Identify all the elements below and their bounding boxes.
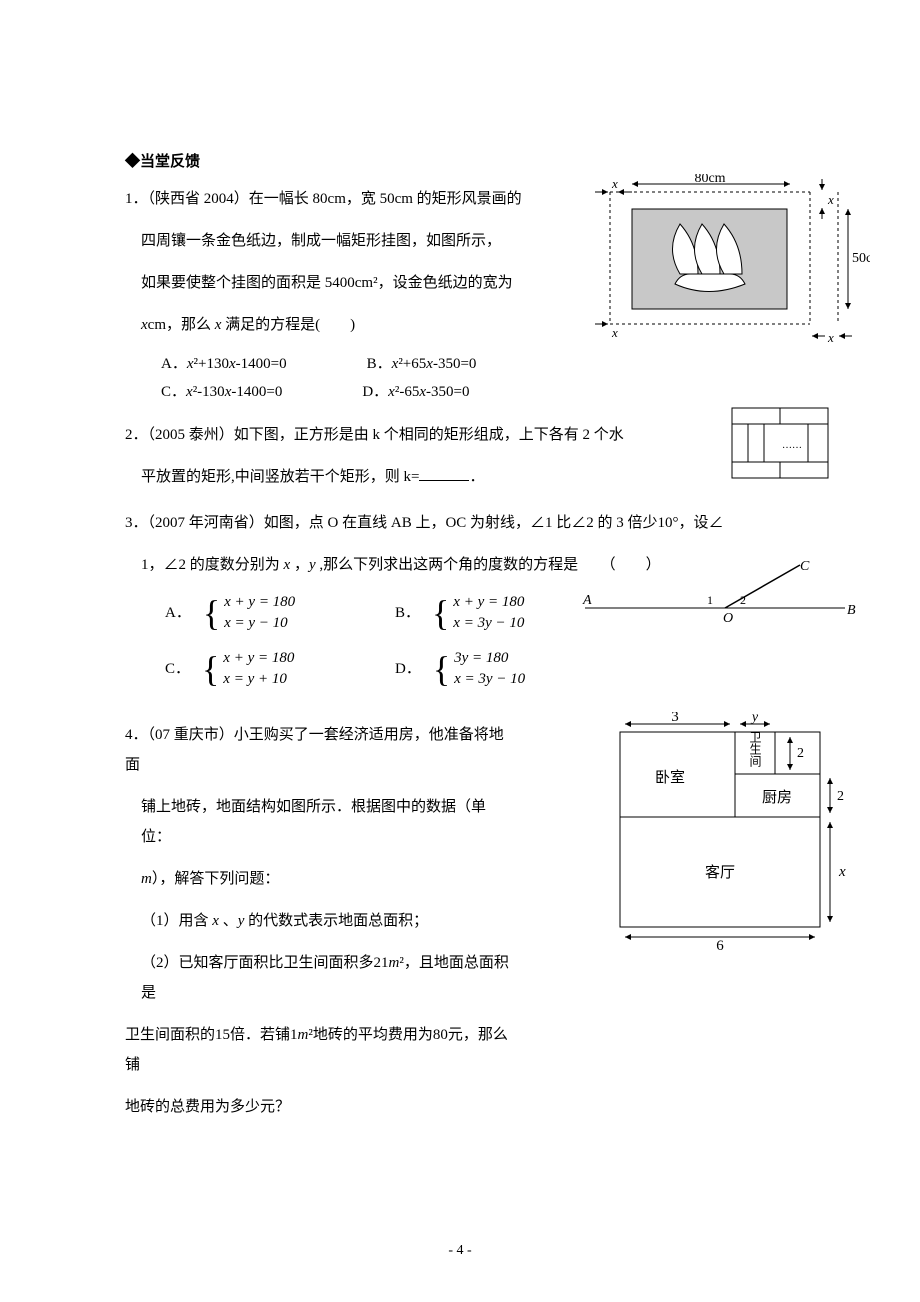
q2-source: （2005 泰州） <box>148 427 234 443</box>
q4-sub2-l3: 地砖的总费用为多少元？ <box>125 1092 515 1122</box>
q4-sub2-l1-pre: （2）已知客厅面积比卫生间面积多21 <box>141 955 389 971</box>
question-1: 80cm x x x 50cm x 1．（陕西省 2004）在一幅长 8 <box>125 184 830 404</box>
svg-text:厨房: 厨房 <box>762 789 792 806</box>
q1-optB: B．x²+65x-350=0 <box>367 352 477 376</box>
svg-text:2: 2 <box>740 593 746 607</box>
svg-text:……: …… <box>782 440 802 451</box>
q3-optA: A． {x + y = 180x = y − 10 <box>165 592 395 634</box>
svg-text:2: 2 <box>797 746 804 761</box>
svg-text:6: 6 <box>716 938 724 952</box>
svg-text:3: 3 <box>671 712 679 725</box>
q3-optD: D． {3y = 180x = 3y − 10 <box>395 648 625 690</box>
q2-blank[interactable] <box>419 480 469 481</box>
svg-text:O: O <box>723 611 733 626</box>
q4-num: 4． <box>125 727 148 743</box>
q3-figure: A B C O 1 2 <box>575 560 865 620</box>
q2-figure: …… <box>730 406 830 480</box>
q2-text1: 如下图，正方形是由 k 个相同的矩形组成，上下各有 2 个水 <box>234 427 624 443</box>
svg-text:C: C <box>800 560 810 574</box>
q2-text2: 平放置的矩形,中间竖放若干个矩形，则 k= <box>141 469 419 485</box>
q2-num: 2． <box>125 427 148 443</box>
q4-source: （07 重庆市） <box>148 727 234 743</box>
q1-figure: 80cm x x x 50cm x <box>590 174 870 354</box>
q3-text1: 如图，点 O 在直线 AB 上，OC 为射线，∠1 比∠2 的 3 倍少10°，… <box>264 515 724 531</box>
svg-text:x: x <box>838 864 846 880</box>
q4-text2: 铺上地砖，地面结构如图所示．根据图中的数据（单位： <box>141 792 515 852</box>
q1-optD: D．x²-65x-350=0 <box>362 380 469 404</box>
section-header: ◆当堂反馈 <box>125 150 830 174</box>
svg-text:客厅: 客厅 <box>705 864 735 881</box>
q1-text1: 在一幅长 80cm，宽 50cm 的矩形风景画的 <box>249 191 522 207</box>
q1-text4-post: 满足的方程是( ) <box>221 317 355 333</box>
q1-source: （陕西省 2004） <box>148 191 249 207</box>
question-2: …… 2．（2005 泰州）如下图，正方形是由 k 个相同的矩形组成，上下各有 … <box>125 420 830 492</box>
q1-optA: A．x²+130x-1400=0 <box>161 352 287 376</box>
q1-text4-pre: cm，那么 <box>148 317 215 333</box>
q1-num: 1． <box>125 191 148 207</box>
q1-text3: 如果要使整个挂图的面积是 5400cm²，设金色纸边的宽为 <box>141 275 513 291</box>
q1-fig-width: 80cm <box>694 174 725 186</box>
svg-text:x: x <box>827 192 834 207</box>
svg-text:2: 2 <box>837 789 844 804</box>
q4-sub2-l2-pre: 卫生间面积的15倍．若铺1 <box>125 1027 298 1043</box>
q4-text3: ），解答下列问题： <box>152 871 280 887</box>
q3-num: 3． <box>125 515 148 531</box>
svg-text:y: y <box>750 712 759 725</box>
q4-sub1-post: 的代数式表示地面总面积； <box>248 913 428 929</box>
q4-sub1-pre: （1）用含 <box>141 913 209 929</box>
q3-text2-pre: 1，∠2 的度数分别为 <box>141 557 280 573</box>
svg-text:B: B <box>847 603 856 618</box>
question-3: A B C O 1 2 3．（2007 年河南省）如图，点 O 在直线 AB 上… <box>125 508 830 704</box>
q1-text2: 四周镶一条金色纸边，制成一幅矩形挂图，如图所示， <box>141 226 555 256</box>
svg-text:x: x <box>611 176 618 191</box>
q4-figure: 卧室 卫生间 厨房 客厅 3 y 2 2 x <box>595 712 860 952</box>
svg-text:1: 1 <box>707 593 713 607</box>
svg-text:A: A <box>582 593 592 608</box>
q1-optC: C．x²-130x-1400=0 <box>161 380 282 404</box>
svg-text:卧室: 卧室 <box>655 769 685 786</box>
svg-text:x: x <box>827 330 834 345</box>
page-number: - 4 - <box>448 1240 471 1262</box>
svg-text:卫生间: 卫生间 <box>748 731 762 767</box>
q3-optC: C． {x + y = 180x = y + 10 <box>165 648 395 690</box>
q1-fig-height: 50cm <box>852 251 870 266</box>
svg-text:x: x <box>611 325 618 340</box>
q3-source: （2007 年河南省） <box>148 515 264 531</box>
question-4: 卧室 卫生间 厨房 客厅 3 y 2 2 x <box>125 720 830 1122</box>
